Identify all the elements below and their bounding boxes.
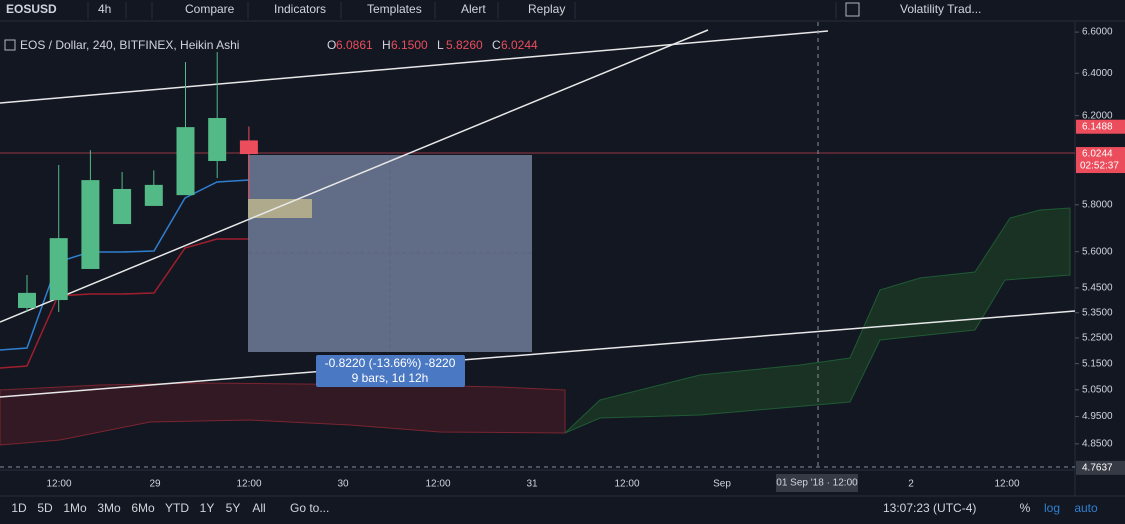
range-button[interactable]: 5D bbox=[37, 501, 53, 515]
scale-option[interactable]: auto bbox=[1074, 501, 1098, 515]
price-marker-label: 6.1488 bbox=[1082, 121, 1113, 132]
candle-body bbox=[144, 184, 163, 206]
conversion-line bbox=[0, 179, 250, 351]
candle-body bbox=[208, 118, 227, 162]
y-tick-label: 6.2000 bbox=[1082, 110, 1113, 121]
measure-bars: 9 bars, 1d 12h bbox=[352, 371, 429, 385]
range-button[interactable]: 3Mo bbox=[97, 501, 121, 515]
y-tick-label: 6.6000 bbox=[1082, 27, 1113, 38]
toolbar-button[interactable]: Replay bbox=[528, 2, 565, 16]
y-tick-label: 5.8000 bbox=[1082, 199, 1113, 210]
countdown: 02:52:37 bbox=[1080, 161, 1119, 172]
x-tick-label: 12:00 bbox=[614, 479, 639, 490]
toolbar-button[interactable]: Templates bbox=[367, 2, 422, 16]
price-marker bbox=[1076, 119, 1125, 134]
x-tick-label: 2 bbox=[908, 479, 914, 490]
y-tick-label: 5.2500 bbox=[1082, 333, 1113, 344]
legend-key: L bbox=[437, 38, 444, 52]
trend-line bbox=[0, 30, 829, 104]
trend-line bbox=[0, 29, 709, 323]
range-button[interactable]: 6Mo bbox=[131, 501, 155, 515]
y-tick-label: 5.4500 bbox=[1082, 283, 1113, 294]
x-tick-label: 30 bbox=[337, 479, 349, 490]
candle-body bbox=[49, 238, 68, 301]
measure-label-bg bbox=[316, 355, 465, 387]
y-tick-label: 5.6000 bbox=[1082, 246, 1113, 257]
legend-value: 5.8260 bbox=[446, 38, 483, 52]
legend-value: 6.0244 bbox=[501, 38, 538, 52]
range-button[interactable]: 1Mo bbox=[63, 501, 87, 515]
goto-button[interactable]: Go to... bbox=[290, 501, 329, 515]
toolbar-button[interactable]: Compare bbox=[185, 2, 235, 16]
measure-change: -0.8220 (-13.66%) -8220 bbox=[325, 356, 456, 370]
x-tick-label: Sep bbox=[713, 479, 731, 490]
candle-body bbox=[176, 127, 195, 196]
y-tick-label: 5.0500 bbox=[1082, 384, 1113, 395]
legend-value: 6.1500 bbox=[391, 38, 428, 52]
x-tick-label: 12:00 bbox=[994, 479, 1019, 490]
drawings bbox=[0, 22, 1076, 470]
x-tick-label: 31 bbox=[526, 479, 538, 490]
interval[interactable]: 4h bbox=[98, 2, 111, 16]
x-tick-label: 29 bbox=[149, 479, 161, 490]
toolbar-button[interactable]: Indicators bbox=[274, 2, 326, 16]
symbol[interactable]: EOSUSD bbox=[6, 2, 57, 16]
expand-icon[interactable] bbox=[4, 39, 16, 51]
x-tick-label: 12:00 bbox=[236, 479, 261, 490]
legend-key: H bbox=[382, 38, 391, 52]
range-button[interactable]: 1Y bbox=[200, 501, 215, 515]
legend-title: EOS / Dollar, 240, BITFINEX, Heikin Ashi bbox=[20, 38, 239, 52]
scale-option[interactable]: % bbox=[1020, 501, 1031, 515]
price-marker-label: 4.7637 bbox=[1082, 462, 1113, 473]
legend-value: 6.0861 bbox=[336, 38, 373, 52]
range-button[interactable]: 5Y bbox=[226, 501, 241, 515]
price-marker bbox=[1076, 147, 1125, 174]
y-tick-label: 5.1500 bbox=[1082, 358, 1113, 369]
y-tick-label: 4.9500 bbox=[1082, 411, 1113, 422]
range-button[interactable]: YTD bbox=[165, 501, 189, 515]
legend-key: C bbox=[492, 38, 501, 52]
candle-body bbox=[18, 292, 36, 308]
price-marker-label: 6.0244 bbox=[1082, 149, 1113, 160]
candle-body bbox=[239, 140, 258, 155]
trend-line bbox=[0, 310, 1076, 398]
base-line bbox=[0, 238, 249, 369]
clock: 13:07:23 (UTC-4) bbox=[883, 501, 976, 515]
layout-name[interactable]: Volatility Trad... bbox=[900, 2, 981, 16]
scale-option[interactable]: log bbox=[1044, 501, 1060, 515]
range-button[interactable]: All bbox=[252, 501, 265, 515]
y-tick-label: 5.3500 bbox=[1082, 307, 1113, 318]
crosshair-date: 01 Sep '18 · 12:00 bbox=[776, 478, 858, 489]
x-tick-label: 12:00 bbox=[425, 479, 450, 490]
price-marker bbox=[1076, 460, 1125, 475]
range-button[interactable]: 1D bbox=[11, 501, 27, 515]
checkbox[interactable] bbox=[845, 2, 860, 17]
y-tick-label: 4.8500 bbox=[1082, 438, 1113, 449]
toolbar-button[interactable]: Alert bbox=[461, 2, 486, 16]
x-tick-label: 12:00 bbox=[46, 479, 71, 490]
legend-key: O bbox=[327, 38, 336, 52]
candle-body bbox=[113, 188, 132, 225]
y-tick-label: 6.4000 bbox=[1082, 68, 1113, 79]
candle-body bbox=[81, 180, 100, 269]
cloud-bull bbox=[564, 207, 1071, 434]
crosshair-date-bg bbox=[776, 474, 858, 492]
